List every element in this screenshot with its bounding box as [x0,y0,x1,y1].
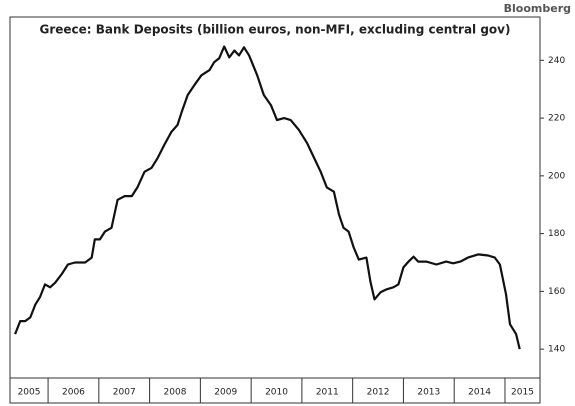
data-line [14,45,521,350]
source: Bloomberg [504,2,571,15]
x-tick-label: 2005 [18,388,41,398]
chart-title: Greece: Bank Deposits (billion euros, no… [40,23,511,37]
x-tick-label: 2010 [265,388,288,398]
y-tick-label: 140 [548,345,565,355]
y-tick-label: 160 [548,287,565,297]
x-tick-label: 2012 [367,388,390,398]
y-tick-label: 240 [548,56,565,66]
x-tick-label: 2008 [164,388,187,398]
x-tick-label: 2014 [468,388,491,398]
x-tick-label: 2009 [214,388,237,398]
x-tick-label: 2007 [113,388,136,398]
x-tick-label: 2006 [62,388,85,398]
y-tick-label: 220 [548,114,565,124]
x-tick-label: 2015 [511,388,534,398]
x-axis-strip [9,377,541,404]
x-tick-label: 2013 [417,388,440,398]
plot-frame [9,16,541,379]
x-tick-label: 2011 [316,388,339,398]
y-tick-label: 180 [548,229,565,239]
y-tick-label: 200 [548,171,565,181]
